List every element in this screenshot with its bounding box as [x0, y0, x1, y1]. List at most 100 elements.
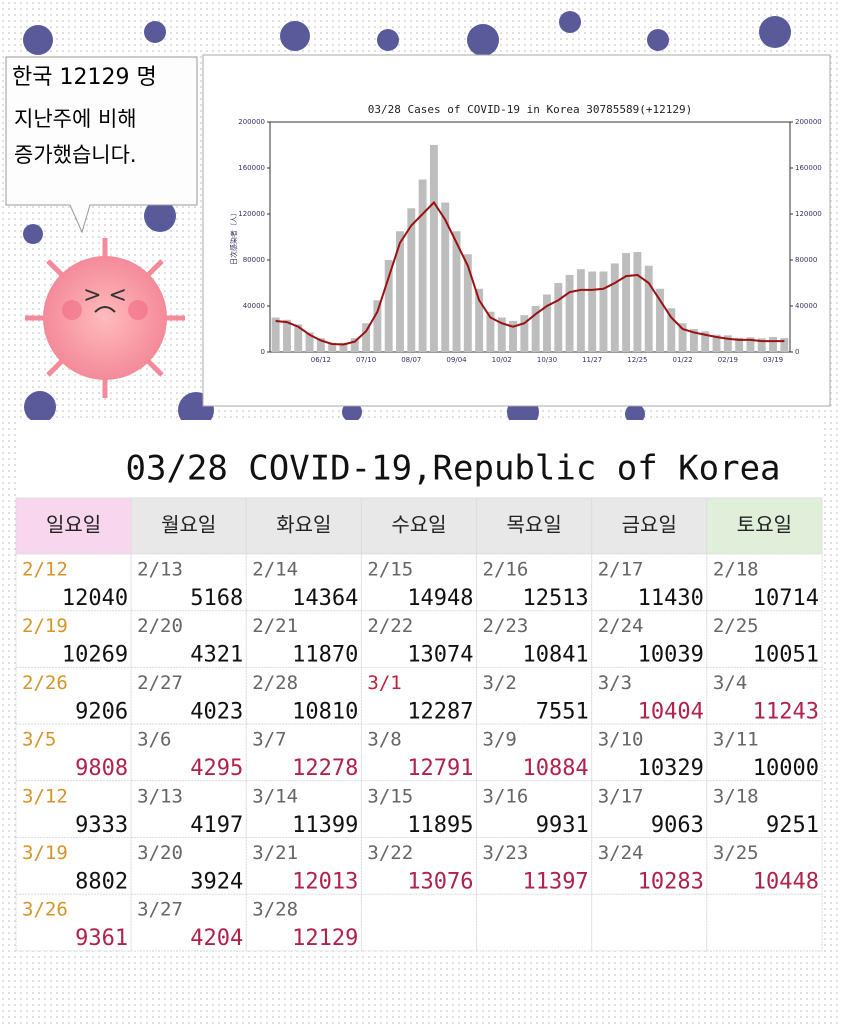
- y-tick-label: 160000: [238, 164, 265, 172]
- day-cell: [706, 893, 823, 952]
- date-label: 3/15: [367, 785, 413, 807]
- bar: [599, 271, 608, 352]
- day-cell: [591, 553, 708, 612]
- y2-tick-label: 0: [795, 348, 799, 356]
- bubble-line: 한국 12129 명: [12, 65, 157, 90]
- svg-text:> <: > <: [83, 283, 127, 308]
- case-count: 12040: [62, 586, 128, 611]
- date-label: 3/11: [713, 729, 759, 751]
- case-count: 7551: [536, 699, 589, 724]
- date-label: 3/28: [252, 899, 298, 921]
- bar: [384, 260, 393, 352]
- bar: [429, 145, 438, 352]
- plot-frame: [269, 121, 791, 353]
- bar: [418, 179, 427, 352]
- bar: [769, 336, 777, 352]
- case-count: 11870: [292, 643, 358, 668]
- date-label: 3/8: [367, 729, 401, 751]
- day-cell: [245, 780, 362, 838]
- day-header: 금요일: [622, 513, 677, 537]
- y2-tick-label: 40000: [795, 302, 817, 310]
- day-cell: [130, 666, 247, 725]
- day-cell: [360, 553, 478, 612]
- date-label: 2/22: [367, 615, 413, 637]
- day-cell: [591, 893, 708, 952]
- day-cell: [130, 893, 247, 952]
- x-tick-label: 10/02: [492, 356, 512, 364]
- case-count: 11399: [292, 813, 358, 838]
- bar: [271, 317, 280, 352]
- bar: [667, 308, 676, 352]
- date-label: 2/27: [137, 672, 183, 694]
- bar: [350, 338, 359, 352]
- bar: [328, 342, 337, 352]
- y-tick-label: 200000: [238, 118, 265, 126]
- bar: [746, 337, 755, 352]
- case-count: 4204: [190, 926, 243, 951]
- day-cell: [476, 666, 593, 725]
- bar: [509, 320, 517, 352]
- date-label: 3/26: [22, 899, 68, 921]
- y-axis-label: 日次感染者（人）: [229, 209, 238, 265]
- case-count: 4023: [190, 699, 243, 724]
- bar: [757, 338, 766, 352]
- case-count: 10283: [638, 870, 704, 895]
- case-count: 9206: [75, 699, 128, 724]
- case-count: 13076: [407, 870, 473, 895]
- date-label: 2/24: [598, 615, 644, 637]
- date-label: 2/16: [483, 559, 529, 581]
- date-label: 3/3: [598, 672, 632, 694]
- case-count: 10039: [638, 643, 704, 668]
- case-count: 9808: [75, 756, 128, 781]
- date-label: 3/19: [22, 842, 68, 864]
- bar: [497, 317, 506, 352]
- bar: [689, 329, 698, 352]
- date-label: 3/20: [137, 842, 183, 864]
- date-label: 3/13: [137, 785, 183, 807]
- header-cell: [245, 497, 362, 555]
- case-count: 4295: [190, 756, 243, 781]
- day-cell: [245, 837, 362, 895]
- date-label: 3/12: [22, 785, 68, 807]
- date-label: 3/17: [598, 785, 644, 807]
- day-cell: [245, 723, 362, 782]
- date-label: 2/25: [713, 615, 759, 637]
- case-count: 11397: [522, 870, 588, 895]
- date-label: 3/14: [252, 785, 298, 807]
- date-label: 3/1: [367, 672, 401, 694]
- bar: [554, 283, 563, 352]
- date-label: 3/4: [713, 672, 747, 694]
- case-count: 10810: [292, 699, 358, 724]
- case-count: 12013: [292, 870, 358, 895]
- date-label: 3/22: [367, 842, 413, 864]
- bar: [339, 342, 348, 352]
- y2-tick-label: 80000: [795, 256, 817, 264]
- x-tick-label: 03/19: [763, 356, 783, 364]
- bar: [576, 269, 585, 352]
- case-count: 10448: [753, 870, 819, 895]
- bar: [712, 334, 721, 352]
- day-cell: [245, 893, 362, 952]
- day-cell: [360, 666, 478, 725]
- date-label: 2/13: [137, 559, 183, 581]
- date-label: 2/17: [598, 559, 644, 581]
- date-label: 3/27: [137, 899, 183, 921]
- case-count: 3924: [190, 870, 243, 895]
- day-header: 월요일: [161, 513, 216, 537]
- x-tick-label: 10/30: [537, 356, 557, 364]
- date-label: 2/19: [22, 615, 68, 637]
- bar: [565, 274, 574, 352]
- case-count: 10269: [62, 643, 128, 668]
- case-count: 10000: [753, 756, 819, 781]
- case-count: 12513: [522, 586, 588, 611]
- day-cell: [360, 780, 478, 838]
- day-cell: [15, 893, 132, 952]
- calendar-title: 03/28 COVID-19,Republic of Korea: [125, 449, 780, 489]
- x-tick-label: 11/27: [582, 356, 602, 364]
- case-count: 12278: [292, 756, 358, 781]
- day-cell: [591, 666, 708, 725]
- day-cell: [15, 666, 132, 725]
- date-label: 2/26: [22, 672, 68, 694]
- case-count: 9251: [766, 813, 819, 838]
